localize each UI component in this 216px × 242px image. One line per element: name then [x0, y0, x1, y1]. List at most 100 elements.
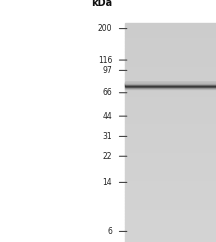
Bar — [125, 95, 216, 96]
Text: kDa: kDa — [91, 0, 112, 8]
Bar — [125, 140, 216, 141]
Bar — [125, 239, 216, 241]
Bar — [125, 232, 216, 233]
Bar — [125, 226, 216, 227]
Bar — [125, 83, 216, 84]
Bar — [125, 220, 216, 222]
Bar — [125, 23, 216, 24]
Bar — [125, 136, 216, 137]
Bar — [125, 174, 216, 175]
Bar — [125, 24, 216, 26]
Bar — [125, 115, 216, 116]
Bar — [125, 86, 216, 87]
Bar — [125, 241, 216, 242]
Bar — [125, 198, 216, 200]
Bar — [125, 151, 216, 153]
Bar — [125, 137, 216, 138]
Bar — [125, 223, 216, 225]
Bar — [125, 76, 216, 77]
Bar — [125, 106, 216, 108]
Bar — [125, 103, 216, 105]
Bar — [125, 188, 216, 189]
Bar — [125, 60, 216, 61]
Bar — [125, 70, 216, 71]
Bar — [125, 181, 216, 182]
Bar — [125, 67, 216, 68]
Bar — [125, 51, 216, 52]
Bar — [125, 144, 216, 146]
Bar — [125, 127, 216, 128]
Bar — [125, 134, 216, 136]
Text: 44: 44 — [103, 112, 112, 121]
Bar — [125, 109, 216, 111]
Bar — [125, 105, 216, 106]
Bar — [125, 52, 216, 54]
Bar — [125, 81, 216, 83]
Bar — [125, 238, 216, 239]
Bar — [125, 116, 216, 118]
Bar — [125, 153, 216, 154]
Bar — [125, 179, 216, 181]
Bar — [125, 165, 216, 166]
Bar — [125, 77, 216, 78]
Bar — [125, 211, 216, 213]
Text: 22: 22 — [103, 152, 112, 161]
Bar — [125, 203, 216, 204]
Text: 6: 6 — [107, 227, 112, 236]
Bar — [125, 111, 216, 112]
Bar — [125, 170, 216, 172]
Bar — [125, 208, 216, 210]
Bar — [125, 68, 216, 70]
Bar — [125, 128, 216, 130]
Bar — [125, 42, 216, 44]
Bar — [125, 112, 216, 113]
Bar — [125, 124, 216, 125]
Bar — [125, 172, 216, 174]
Bar — [125, 36, 216, 38]
Bar — [125, 98, 216, 99]
Bar — [125, 216, 216, 217]
Bar — [125, 159, 216, 160]
Bar — [125, 122, 216, 124]
Bar — [125, 48, 216, 49]
Bar — [125, 33, 216, 35]
Bar — [125, 169, 216, 170]
Bar — [125, 55, 216, 57]
Bar — [125, 138, 216, 140]
Bar — [125, 213, 216, 214]
Bar — [125, 175, 216, 176]
Bar — [125, 54, 216, 55]
Bar — [125, 90, 216, 92]
Bar — [125, 233, 216, 235]
Bar — [125, 230, 216, 232]
Bar — [125, 99, 216, 100]
Bar — [125, 235, 216, 236]
Bar — [125, 227, 216, 229]
Bar — [125, 195, 216, 197]
Bar — [125, 210, 216, 211]
Text: 97: 97 — [103, 66, 112, 75]
Bar — [125, 133, 216, 134]
Bar — [125, 146, 216, 147]
Bar — [125, 214, 216, 216]
Bar — [125, 167, 216, 169]
Bar — [125, 30, 216, 32]
Bar — [125, 78, 216, 80]
Bar — [125, 113, 216, 115]
Bar — [125, 131, 216, 133]
Bar — [125, 57, 216, 58]
Bar — [125, 65, 216, 67]
Bar — [125, 229, 216, 230]
Bar — [125, 185, 216, 187]
Bar — [125, 118, 216, 119]
Bar — [125, 71, 216, 73]
Bar — [125, 205, 216, 207]
Bar — [125, 189, 216, 191]
Bar — [125, 38, 216, 39]
Bar — [125, 157, 216, 159]
Bar — [125, 187, 216, 188]
Bar — [125, 45, 216, 46]
Text: 116: 116 — [98, 56, 112, 65]
Bar — [125, 236, 216, 238]
Bar — [125, 176, 216, 178]
